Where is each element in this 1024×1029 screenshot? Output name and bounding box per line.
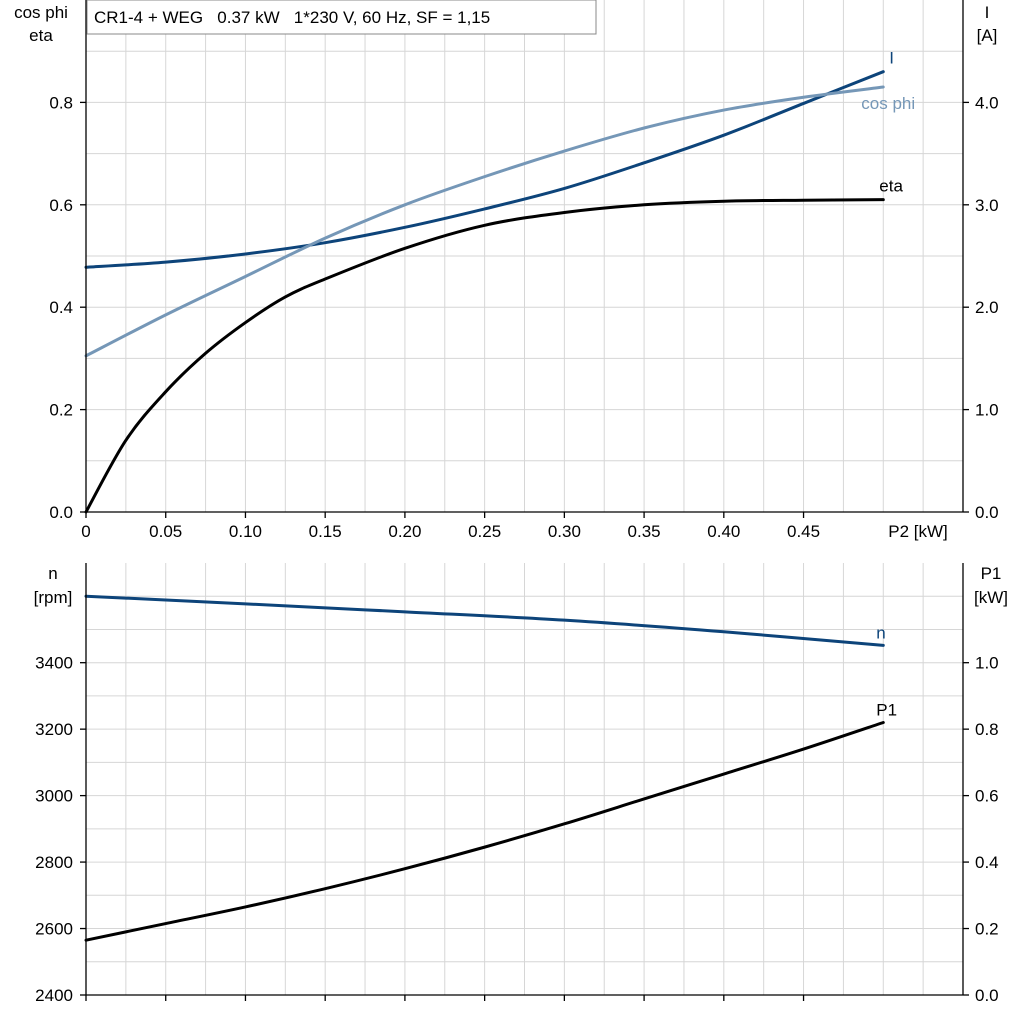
right-axis-tick-label: 0.8 bbox=[975, 720, 999, 739]
series-label-cos-phi: cos phi bbox=[861, 94, 915, 113]
frame-layer bbox=[80, 0, 969, 1001]
series-label-i: I bbox=[889, 49, 894, 68]
series-label-n: n bbox=[876, 623, 885, 642]
left-axis-tick-label: 3400 bbox=[35, 654, 73, 673]
series-label-p1: P1 bbox=[876, 701, 897, 720]
bottom-right-axis-label-2: [kW] bbox=[974, 588, 1008, 607]
top-right-axis-label-2: [A] bbox=[977, 26, 998, 45]
x-axis-tick-label: 0.05 bbox=[149, 522, 182, 541]
title-box bbox=[86, 0, 597, 35]
right-axis-tick-label: 0.2 bbox=[975, 920, 999, 939]
left-axis-tick-label: 0.8 bbox=[49, 93, 73, 112]
chart-title: CR1-4 + WEG 0.37 kW 1*230 V, 60 Hz, SF =… bbox=[94, 8, 490, 27]
series-label-eta: eta bbox=[879, 177, 903, 196]
left-axis-tick-label: 2600 bbox=[35, 920, 73, 939]
x-axis-label: P2 [kW] bbox=[888, 522, 948, 541]
top-right-axis-label-1: I bbox=[985, 3, 990, 22]
curve-layer bbox=[84, 70, 885, 942]
x-axis-tick-label: 0 bbox=[81, 522, 90, 541]
bottom-left-axis-label-2: [rpm] bbox=[34, 588, 73, 607]
series-line-n bbox=[84, 594, 885, 647]
series-line-p1 bbox=[84, 721, 885, 942]
right-axis-tick-label: 0.6 bbox=[975, 787, 999, 806]
bottom-right-axis-label-1: P1 bbox=[981, 564, 1002, 583]
top-left-axis-label-1: cos phi bbox=[14, 3, 68, 22]
right-axis-tick-label: 1.0 bbox=[975, 401, 999, 420]
left-axis-tick-label: 3200 bbox=[35, 720, 73, 739]
right-axis-tick-label: 0.0 bbox=[975, 986, 999, 1005]
right-axis-tick-label: 2.0 bbox=[975, 298, 999, 317]
x-axis-tick-label: 0.35 bbox=[628, 522, 661, 541]
left-axis-tick-label: 2400 bbox=[35, 986, 73, 1005]
x-axis-tick-label: 0.15 bbox=[309, 522, 342, 541]
left-axis-tick-label: 0.0 bbox=[49, 503, 73, 522]
series-line-cos-phi bbox=[84, 85, 885, 358]
x-axis-tick-label: 0.20 bbox=[388, 522, 421, 541]
top-left-axis-label-2: eta bbox=[29, 26, 53, 45]
right-axis-tick-label: 3.0 bbox=[975, 196, 999, 215]
x-axis-tick-label: 0.30 bbox=[548, 522, 581, 541]
right-axis-tick-label: 4.0 bbox=[975, 93, 999, 112]
series-line-eta bbox=[84, 198, 885, 514]
right-axis-tick-label: 0.0 bbox=[975, 503, 999, 522]
label-layer: 0.0 0.2 0.4 0.6 0.8 0.0 1.0 2.0 3.0 4.0 0 0.05 0.10 0… bbox=[35, 49, 998, 1005]
bottom-left-axis-label-1: n bbox=[48, 564, 57, 583]
left-axis-tick-label: 0.4 bbox=[49, 298, 73, 317]
right-axis-tick-label: 1.0 bbox=[975, 654, 999, 673]
x-axis-tick-label: 0.45 bbox=[787, 522, 820, 541]
left-axis-tick-label: 3000 bbox=[35, 787, 73, 806]
x-axis-tick-label: 0.10 bbox=[229, 522, 262, 541]
left-axis-tick-label: 2800 bbox=[35, 853, 73, 872]
series-line-i bbox=[84, 70, 885, 269]
left-axis-tick-label: 0.6 bbox=[49, 196, 73, 215]
x-axis-tick-label: 0.40 bbox=[707, 522, 740, 541]
grid-layer bbox=[86, 0, 963, 995]
x-axis-tick-label: 0.25 bbox=[468, 522, 501, 541]
right-axis-tick-label: 0.4 bbox=[975, 853, 999, 872]
left-axis-tick-label: 0.2 bbox=[49, 401, 73, 420]
